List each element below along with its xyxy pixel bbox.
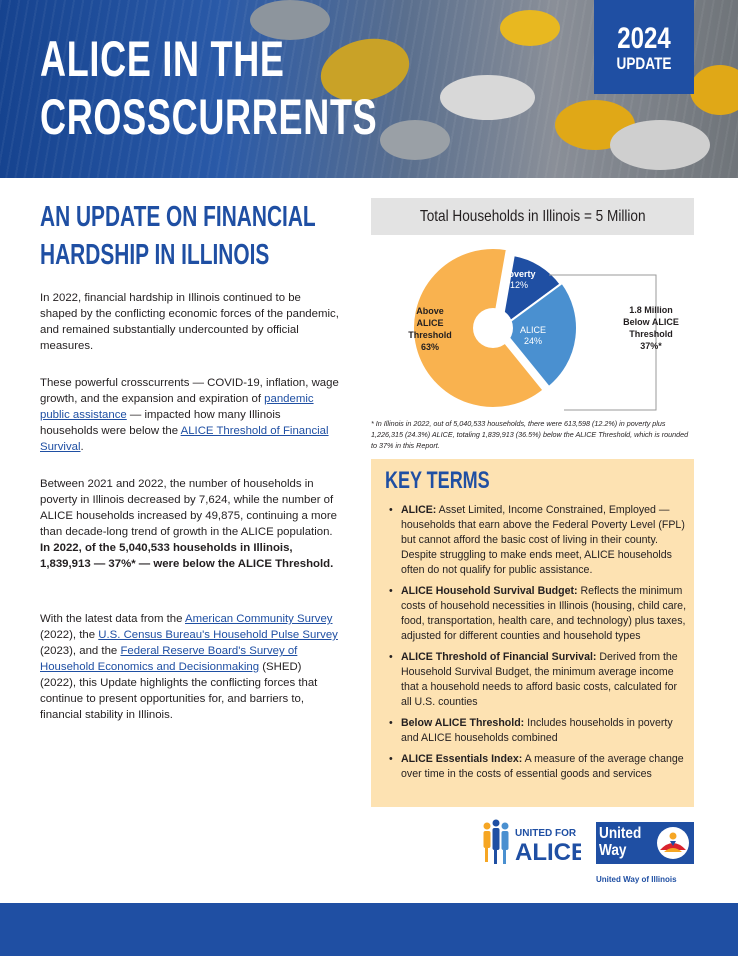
key-term-item: ALICE Threshold of Financial Survival: D… — [385, 650, 687, 710]
term-label: Below ALICE Threshold: — [401, 717, 525, 729]
label-alice: ALICE — [520, 325, 546, 335]
households-donut-chart: Poverty 12% ALICE 24% Above ALICE Thresh… — [408, 247, 679, 411]
title-line-1: ALICE IN THE — [40, 31, 285, 87]
below-threshold-bracket — [549, 274, 657, 411]
umbrella-graphic — [690, 65, 738, 115]
key-statistic: In 2022, of the 5,040,533 households in … — [40, 542, 334, 570]
callout-line-4: 37%* — [640, 341, 662, 351]
donut-hole — [473, 308, 513, 348]
people-icon — [483, 819, 509, 864]
link-acs[interactable]: American Community Survey — [185, 613, 333, 625]
umbrella-graphic — [500, 10, 560, 46]
text-span: These powerful crosscurrents — COVID-19,… — [40, 377, 339, 405]
callout-line-3: Threshold — [629, 329, 673, 339]
subheading-line-2: HARDSHIP IN ILLINOIS — [40, 239, 270, 271]
text-span: (2023), and the — [40, 645, 121, 657]
paragraph-trend: Between 2021 and 2022, the number of hou… — [40, 476, 340, 572]
united-way-wordmark: United Way — [599, 825, 641, 859]
link-pandemic-assistance[interactable]: pandemic public assistance — [40, 393, 314, 421]
update-badge: 2024 UPDATE — [594, 0, 694, 94]
label-above-line1: Above — [416, 306, 444, 316]
text-span: With the latest data from the — [40, 613, 185, 625]
term-definition: A measure of the average change over tim… — [401, 753, 684, 780]
chart-title-bar: Total Households in Illinois = 5 Million — [371, 198, 694, 235]
label-poverty: Poverty — [502, 269, 535, 279]
key-term-item: ALICE: Asset Limited, Income Constrained… — [385, 503, 687, 578]
badge-text: UPDATE — [616, 54, 672, 73]
alice-logo-line-2: ALICE — [515, 839, 581, 866]
uw-line-2: Way — [599, 842, 627, 859]
callout-line-2: Below ALICE — [623, 317, 679, 327]
value-poverty: 12% — [510, 280, 528, 290]
footer-bar — [0, 903, 738, 956]
key-terms-title: KEY TERMS — [385, 467, 490, 494]
document-title: ALICE IN THE CROSSCURRENTS — [40, 30, 472, 146]
text-span: Between 2021 and 2022, the number of hou… — [40, 478, 337, 538]
link-shed[interactable]: Federal Reserve Board's Survey of Househ… — [40, 645, 298, 673]
key-term-item: ALICE Essentials Index: A measure of the… — [385, 752, 687, 782]
term-label: ALICE Threshold of Financial Survival: — [401, 651, 597, 663]
term-definition: Includes households in poverty and ALICE… — [401, 717, 673, 744]
value-above: 63% — [421, 342, 439, 352]
key-term-item: Below ALICE Threshold: Includes househol… — [385, 716, 687, 746]
key-terms-box: KEY TERMS ALICE: Asset Limited, Income C… — [371, 459, 694, 807]
paragraph-crosscurrents: These powerful crosscurrents — COVID-19,… — [40, 375, 340, 455]
umbrella-graphic — [610, 120, 710, 170]
badge-year: 2024 — [617, 22, 671, 55]
left-column: AN UPDATE ON FINANCIAL HARDSHIP IN ILLIN… — [40, 198, 340, 274]
title-line-2: CROSSCURRENTS — [40, 89, 378, 145]
chart-title: Total Households in Illinois = 5 Million — [419, 207, 646, 225]
label-above-line2: ALICE — [417, 318, 444, 328]
term-label: ALICE Essentials Index: — [401, 753, 523, 765]
uw-line-1: United — [599, 825, 642, 842]
term-definition: Derived from the Household Survival Budg… — [401, 651, 678, 708]
term-definition: Asset Limited, Income Constrained, Emplo… — [401, 504, 685, 576]
text-span: (SHED) (2022), this Update highlights th… — [40, 661, 318, 721]
united-way-logo: United Way — [596, 822, 694, 864]
link-alice-threshold[interactable]: ALICE Threshold of Financial Survival — [40, 425, 329, 453]
umbrella-graphic — [440, 75, 535, 120]
united-way-hand-icon — [657, 827, 689, 859]
link-pulse-survey[interactable]: U.S. Census Bureau's Household Pulse Sur… — [98, 629, 338, 641]
slice-alice — [499, 281, 578, 389]
paragraph-data-sources: With the latest data from the American C… — [40, 611, 340, 723]
term-label: ALICE: — [401, 504, 437, 516]
umbrella-graphic — [380, 120, 450, 160]
subheading: AN UPDATE ON FINANCIAL HARDSHIP IN ILLIN… — [40, 198, 328, 274]
united-for-alice-logo: UNITED FOR ALICE — [483, 819, 581, 866]
key-term-item: ALICE Household Survival Budget: Reflect… — [385, 584, 687, 644]
chart-footnote: * In Illinois in 2022, out of 5,040,533 … — [371, 419, 689, 450]
subheading-line-1: AN UPDATE ON FINANCIAL — [40, 201, 316, 233]
umbrella-graphic — [250, 0, 330, 40]
alice-logo-line-1: UNITED FOR — [515, 828, 577, 839]
value-alice: 24% — [524, 336, 542, 346]
callout-line-1: 1.8 Million — [629, 305, 673, 315]
text-span: (2022), the — [40, 629, 99, 641]
hero-banner: ALICE IN THE CROSSCURRENTS 2024 UPDATE — [0, 0, 738, 178]
term-label: ALICE Household Survival Budget: — [401, 585, 578, 597]
paragraph-intro: In 2022, financial hardship in Illinois … — [40, 292, 339, 352]
key-terms-list: ALICE: Asset Limited, Income Constrained… — [385, 503, 687, 788]
text-span: . — [80, 441, 84, 453]
label-above-line3: Threshold — [408, 330, 452, 340]
term-definition: Reflects the minimum costs of household … — [401, 585, 687, 642]
text-span: — impacted how many Illinois households … — [40, 409, 281, 437]
united-way-caption: United Way of Illinois — [596, 875, 677, 884]
